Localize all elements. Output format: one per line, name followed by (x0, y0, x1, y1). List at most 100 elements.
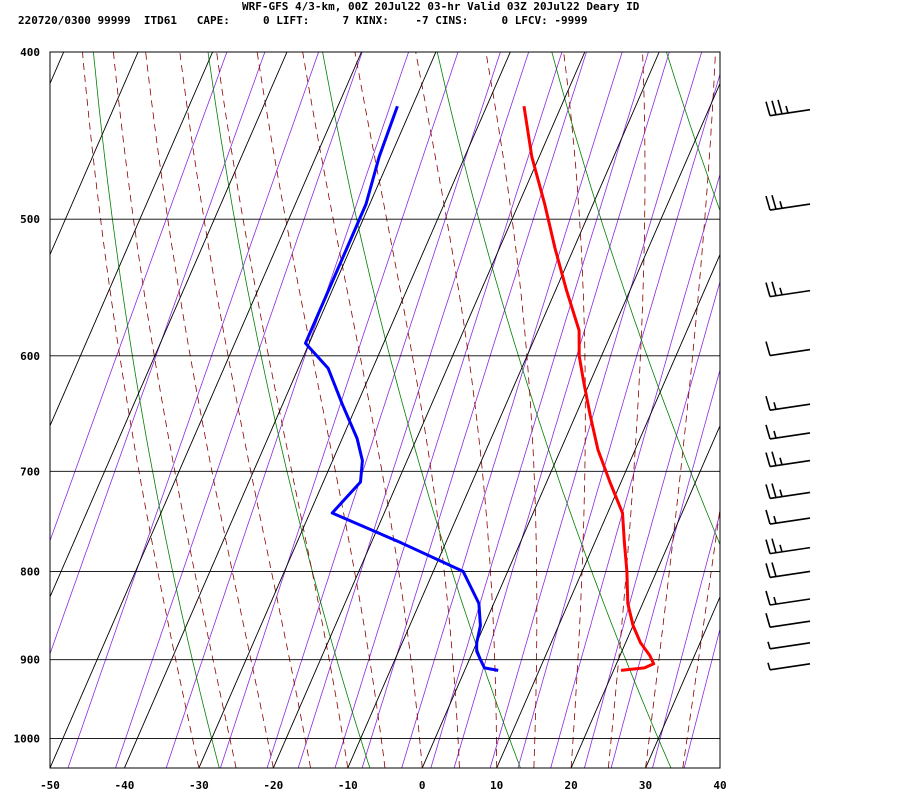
wind-barb-staff (769, 491, 811, 500)
wind-barb-flag (771, 562, 777, 577)
wind-barb-flag (765, 341, 771, 356)
y-tick-label: 600 (20, 350, 40, 363)
wind-barb-staff (769, 598, 811, 606)
x-tick-label: 0 (419, 779, 426, 792)
y-tick-label: 1000 (14, 733, 41, 746)
wind-barb-staff (769, 517, 811, 525)
moist-adiabat-line (719, 765, 720, 768)
wind-barb (765, 451, 811, 468)
wind-barb-flag (777, 99, 783, 115)
wind-barb (765, 538, 811, 555)
wind-barb-staff (769, 570, 811, 579)
wind-barb (765, 395, 811, 411)
moist-adiabat-line (485, 52, 538, 768)
temperature-profile (522, 105, 656, 672)
mixing-ratio-line (361, 52, 587, 768)
wind-barb-staff (769, 642, 811, 650)
moist-adiabat-line (607, 52, 646, 768)
wind-barb-staff (769, 108, 811, 117)
wind-barb (765, 194, 811, 211)
wind-barb (765, 562, 811, 579)
wind-barb (765, 590, 811, 606)
dry-adiabat-line (666, 52, 720, 212)
wind-barb (767, 641, 811, 650)
x-tick-label: 10 (490, 779, 503, 792)
moist-adiabat-line (682, 506, 720, 768)
wind-barb-half-flag (767, 662, 771, 671)
wind-barb-staff (769, 546, 811, 555)
wind-barb-flag (765, 590, 771, 606)
mixing-ratio-line (584, 280, 720, 768)
wind-barb-flag (765, 613, 771, 628)
wind-barb-staff (769, 620, 811, 629)
x-tick-label: 20 (564, 779, 577, 792)
y-tick-label: 900 (20, 654, 40, 667)
isotherm-line (347, 52, 660, 768)
wind-barb (765, 281, 811, 298)
dry-adiabat-line (207, 52, 371, 768)
isotherm-line (50, 52, 362, 768)
wind-barb-flag (765, 101, 771, 116)
dry-adiabat-line (551, 52, 720, 546)
isotherm-line (421, 82, 720, 768)
mixing-ratio-line (652, 511, 720, 768)
wind-barb-half-flag (779, 287, 783, 296)
wind-barb (765, 509, 811, 525)
sounding-profiles (304, 105, 656, 672)
mixing-ratio-line (683, 627, 720, 768)
isotherm-line (50, 52, 288, 599)
dewpoint-profile (304, 105, 499, 672)
wind-barb-half-flag (785, 105, 789, 114)
wind-barb-flag (771, 451, 777, 466)
wind-barb-staff (769, 203, 811, 211)
wind-barb-half-flag (767, 641, 771, 650)
wind-barb-staff (769, 348, 811, 357)
x-tick-label: -40 (115, 779, 135, 792)
isotherm-line (645, 595, 720, 768)
mixing-ratio-line (50, 52, 228, 543)
axes: 400 500 600 700 800 900 1000 -50 -40 -30 -20 -10 0 10… (14, 46, 727, 792)
mixing-ratio-line (220, 52, 459, 768)
y-tick-label: 400 (20, 46, 40, 59)
y-tick-label: 700 (20, 465, 40, 478)
wind-barb-flag (765, 424, 771, 440)
wind-barb-staff (769, 459, 811, 468)
mixing-ratio-line (115, 52, 363, 768)
moist-adiabat-line (179, 52, 311, 768)
chart-stats-line: 220720/0300 99999 ITD61 CAPE: 0 LIFT: 7 … (18, 14, 588, 27)
isotherm-line (198, 52, 511, 768)
dry-adiabat-line (93, 52, 220, 768)
x-tick-label: 40 (713, 779, 726, 792)
isotherm-line (50, 52, 139, 256)
dry-adiabat-line (781, 52, 900, 768)
wind-barb-half-flag (773, 402, 777, 410)
moist-adiabat-line (415, 52, 498, 768)
isotherm-line (123, 52, 437, 768)
isotherm-line (272, 52, 586, 768)
wind-barb-flag (771, 483, 777, 498)
wind-barb-half-flag (773, 430, 777, 439)
moist-adiabat-line (145, 52, 274, 768)
mixing-ratio-line (266, 52, 501, 768)
dry-adiabat-line (436, 52, 672, 768)
wind-barb-half-flag (779, 201, 783, 209)
wind-barb-half-flag (779, 457, 783, 465)
wind-barb (765, 424, 811, 440)
moist-adiabat-line (563, 52, 586, 768)
wind-barb (767, 662, 811, 671)
wind-barb-flag (771, 100, 777, 115)
wind-barb-half-flag (773, 596, 777, 605)
mixing-ratio-line (165, 52, 409, 768)
mixing-ratio-line (67, 52, 319, 768)
wind-barb-flag (765, 195, 771, 211)
wind-barb-flag (765, 484, 771, 499)
moist-adiabat-line (645, 52, 716, 768)
wind-barbs (765, 99, 811, 671)
wind-barb-flag (765, 563, 771, 578)
mixing-ratio-line (430, 52, 649, 768)
moist-adiabat-line (354, 52, 460, 768)
x-tick-label: -20 (263, 779, 283, 792)
mixing-ratio-line (401, 52, 623, 768)
y-tick-label: 500 (20, 213, 40, 226)
moist-adiabat-line (216, 52, 349, 768)
